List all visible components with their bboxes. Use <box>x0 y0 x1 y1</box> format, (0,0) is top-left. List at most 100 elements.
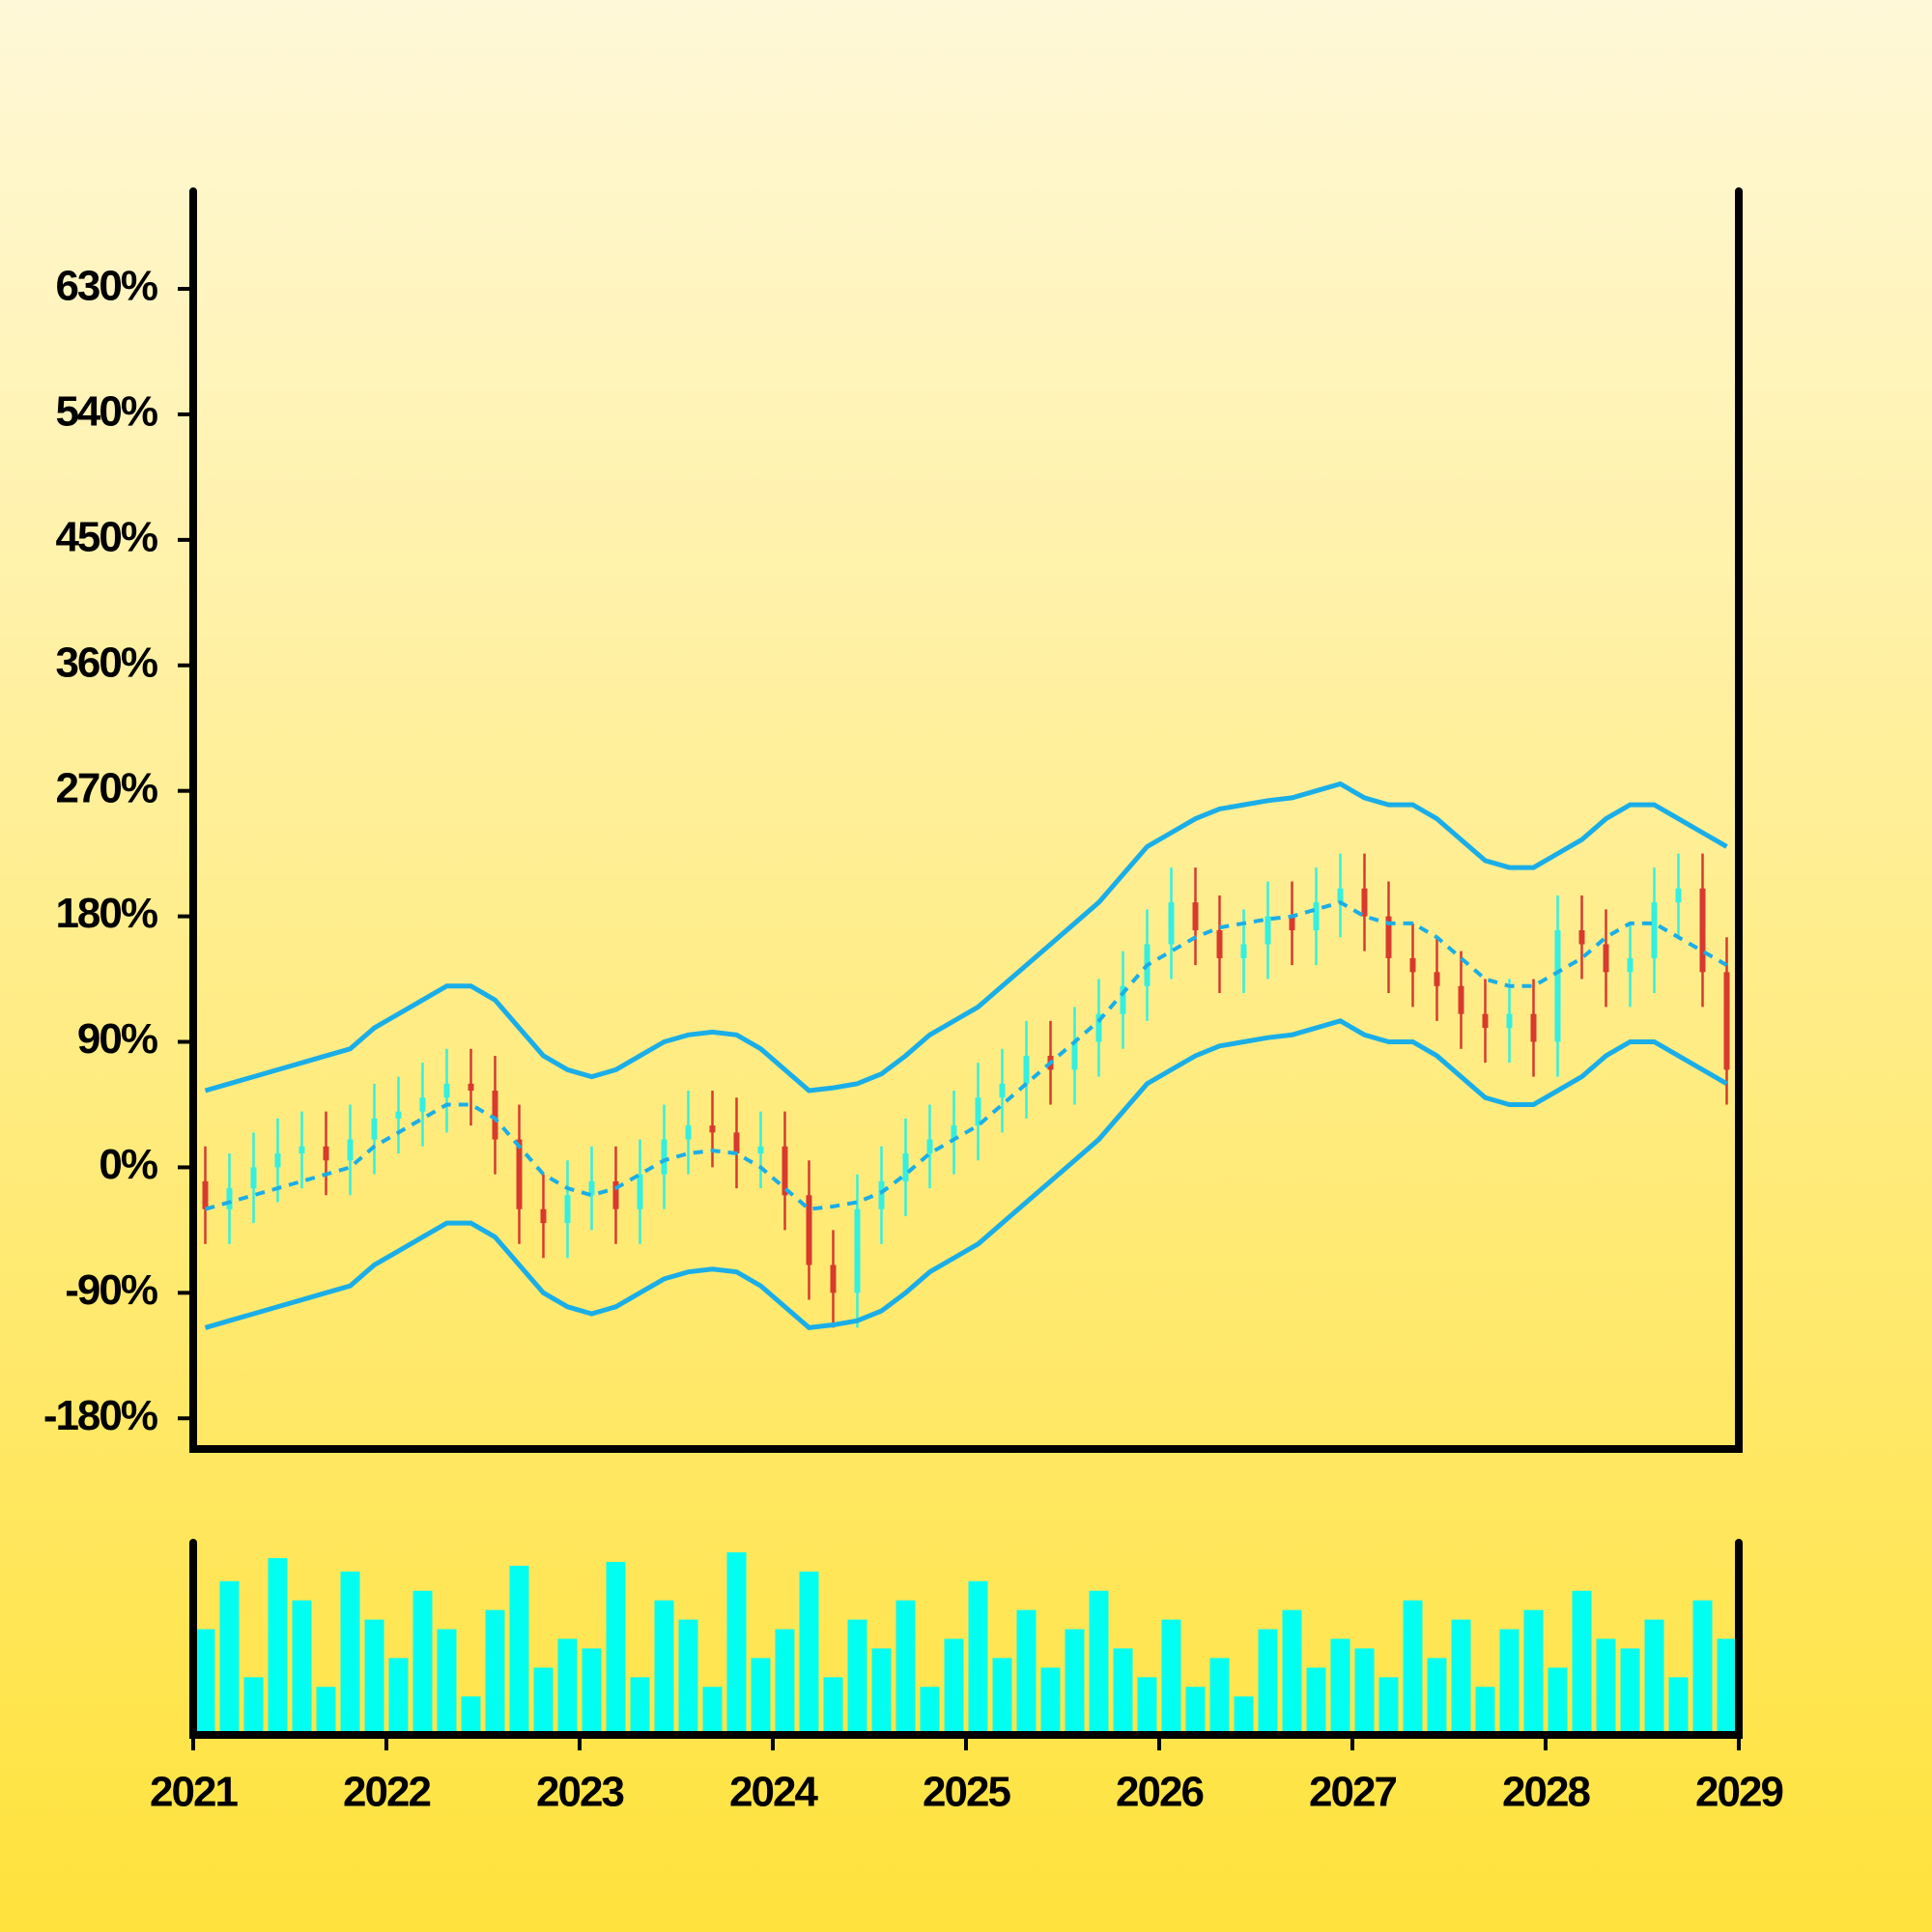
volume-bar <box>1475 1687 1495 1735</box>
candle-body <box>1313 902 1320 931</box>
candle-body <box>1168 902 1175 945</box>
candle-body <box>1071 1041 1078 1070</box>
y-tick-label: 0% <box>99 1141 156 1188</box>
volume-bar <box>1620 1648 1640 1735</box>
candle-body <box>781 1146 788 1196</box>
volume-bar <box>920 1687 940 1735</box>
x-tick-label: 2024 <box>729 1769 818 1816</box>
volume-bar <box>509 1565 529 1735</box>
y-tick-label: 270% <box>55 764 156 811</box>
volume-bar <box>1113 1648 1133 1735</box>
candle-body <box>202 1180 209 1209</box>
x-tick-label: 2026 <box>1116 1769 1203 1816</box>
candle-body <box>1337 888 1344 903</box>
candle-body <box>1120 985 1126 1014</box>
volume-bar <box>1089 1590 1109 1735</box>
candle-body <box>347 1139 354 1161</box>
volume-bar <box>678 1619 698 1735</box>
price-axis-frame <box>189 187 1743 1453</box>
candle-body <box>1409 957 1416 973</box>
candle-body <box>419 1097 426 1112</box>
volume-bar <box>1282 1609 1302 1735</box>
candle-body <box>612 1180 619 1209</box>
candle-body <box>1699 888 1706 973</box>
candle-body <box>1289 916 1295 931</box>
volume-bar <box>1548 1667 1568 1735</box>
candle-body <box>1482 1013 1489 1029</box>
y-tick-label: 450% <box>55 513 156 560</box>
candle-body <box>1458 985 1464 1014</box>
x-tick-label: 2023 <box>536 1769 623 1816</box>
candle-body <box>1216 930 1223 958</box>
x-tick-label: 2021 <box>150 1769 238 1816</box>
volume-bar <box>292 1600 312 1735</box>
y-tick-label: 180% <box>55 890 156 937</box>
candle-body <box>999 1083 1006 1098</box>
volume-bar <box>1209 1658 1230 1735</box>
candle-body <box>1603 944 1609 973</box>
volume-bar <box>1258 1629 1278 1735</box>
candle-body <box>1240 944 1247 958</box>
volume-bar <box>1354 1648 1375 1735</box>
candle-body <box>1554 930 1561 1042</box>
volume-bar <box>1403 1600 1423 1735</box>
volume-bar <box>992 1658 1012 1735</box>
volume-bar <box>1185 1687 1206 1735</box>
candle-body <box>1023 1055 1030 1084</box>
candle-body <box>975 1097 981 1126</box>
candle-body <box>1506 1013 1513 1029</box>
volume-bar <box>1596 1638 1616 1735</box>
volume-bar <box>1427 1658 1447 1735</box>
candle-body <box>709 1125 716 1133</box>
candle-body <box>1095 1013 1102 1042</box>
volume-bar <box>412 1590 433 1735</box>
volume-bar <box>557 1638 578 1735</box>
volume-bar <box>895 1600 916 1735</box>
candle-body <box>323 1146 329 1161</box>
middle-band <box>204 900 1728 1211</box>
x-tick-label: 2027 <box>1309 1769 1396 1816</box>
volume-bar <box>726 1551 747 1735</box>
y-tick-label: 90% <box>77 1015 157 1063</box>
volume-bar <box>533 1667 554 1735</box>
volume-bar <box>364 1619 384 1735</box>
volume-bar <box>340 1571 360 1735</box>
volume-bar <box>871 1648 892 1735</box>
volume-bar <box>1692 1600 1713 1735</box>
volume-bar <box>1378 1677 1399 1735</box>
volume-bar <box>1065 1629 1085 1735</box>
candle-body <box>1361 888 1368 917</box>
volume-bar <box>702 1687 723 1735</box>
volume-bar <box>1137 1677 1157 1735</box>
volume-bar <box>1306 1667 1326 1735</box>
x-tick-label: 2022 <box>343 1769 430 1816</box>
candle-body <box>926 1139 933 1153</box>
candle-body <box>226 1188 233 1209</box>
candle-body <box>298 1146 305 1153</box>
y-tick-label: 540% <box>55 388 156 436</box>
volume-bar <box>751 1658 771 1735</box>
volume-bar <box>944 1638 964 1735</box>
candle-body <box>1192 902 1199 931</box>
candle-body <box>540 1208 547 1224</box>
candle-body <box>1385 916 1392 958</box>
candle-body <box>395 1111 402 1119</box>
y-tick-label: 630% <box>55 263 156 310</box>
volume-bar <box>582 1648 602 1735</box>
upper-band <box>204 781 1728 1094</box>
x-tick-label: 2025 <box>923 1769 1010 1816</box>
candle-body <box>733 1132 740 1153</box>
candle-body <box>564 1195 571 1224</box>
volume-bar <box>219 1580 240 1735</box>
volume-bar <box>799 1571 819 1735</box>
x-tick-label: 2028 <box>1502 1769 1590 1816</box>
candle-body <box>250 1167 257 1189</box>
volume-bar <box>1499 1629 1520 1735</box>
y-tick-label: -180% <box>43 1392 157 1439</box>
volume-bar <box>1161 1619 1181 1735</box>
volume-bar <box>606 1561 626 1735</box>
candle-body <box>830 1264 837 1293</box>
volume-bar <box>268 1557 288 1735</box>
